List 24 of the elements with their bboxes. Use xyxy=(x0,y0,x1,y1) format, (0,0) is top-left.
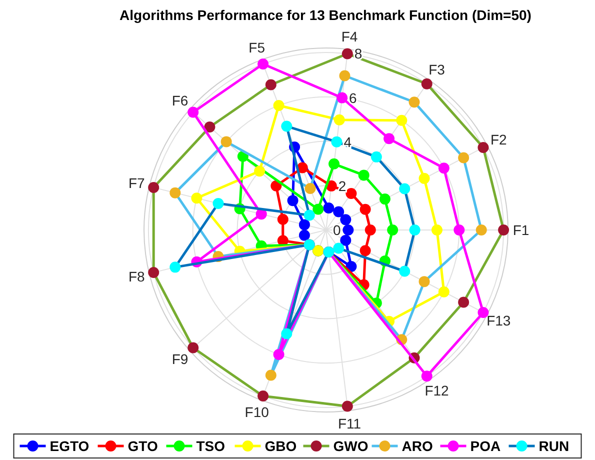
spoke-label: F8 xyxy=(128,268,146,285)
spoke-label: F5 xyxy=(248,40,266,56)
legend-label: GBO xyxy=(264,438,297,454)
spoke-label: F6 xyxy=(172,92,188,109)
legend-label: GWO xyxy=(333,438,368,454)
legend-label: POA xyxy=(470,438,501,454)
spoke-label: F3 xyxy=(428,61,446,78)
spoke-label: F2 xyxy=(490,131,508,148)
spoke-label: F11 xyxy=(338,415,362,432)
legend-label: EGTO xyxy=(50,438,90,454)
spoke-label: F4 xyxy=(341,28,358,44)
legend-label: TSO xyxy=(196,438,226,454)
legend-label: ARO xyxy=(402,438,433,454)
chart-title: Algorithms Performance for 13 Benchmark Function (Dim=50) xyxy=(120,7,532,23)
legend-label: RUN xyxy=(538,438,570,454)
legend-label: GTO xyxy=(128,438,158,454)
y-tick-label: 0 xyxy=(333,222,341,238)
spoke-label: F9 xyxy=(172,351,188,368)
y-tick-label: 6 xyxy=(349,90,358,106)
spoke-label: F13 xyxy=(486,312,511,329)
spoke-label: F1 xyxy=(512,222,530,238)
spoke-label: F10 xyxy=(244,404,270,420)
spoke-label: F7 xyxy=(128,175,146,192)
spoke-label: F12 xyxy=(424,382,450,398)
